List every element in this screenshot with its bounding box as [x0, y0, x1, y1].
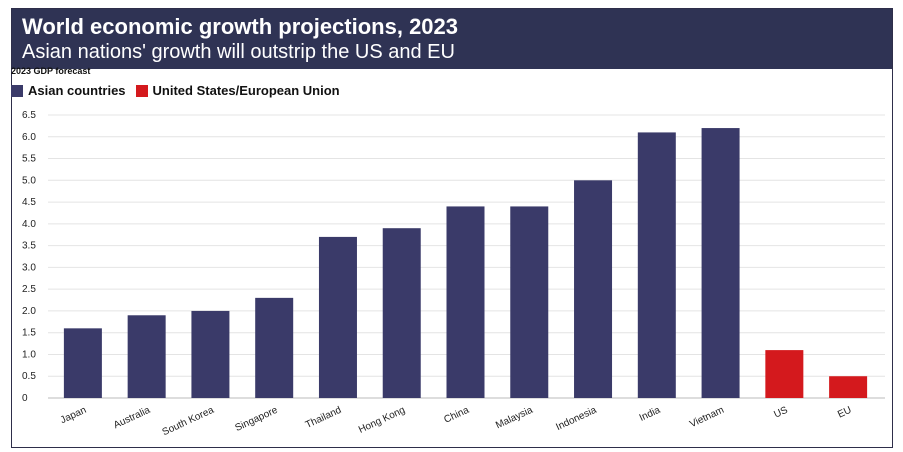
bar-hong-kong: [382, 228, 421, 398]
legend-item-asian: Asian countries: [11, 83, 126, 98]
y-tick-label: 5.5: [22, 154, 36, 165]
x-tick-label: Hong Kong: [357, 405, 407, 436]
bar-south-korea: [191, 310, 230, 398]
x-tick-label: South Korea: [161, 405, 216, 439]
chart-legend: Asian countries United States/European U…: [11, 83, 350, 98]
y-tick-label: 0: [22, 393, 28, 404]
legend-swatch-us-eu: [135, 84, 148, 97]
bar-eu: [829, 376, 868, 398]
y-tick-label: 5.0: [22, 175, 36, 186]
bar-malaysia: [510, 206, 549, 398]
bar-japan: [63, 328, 102, 398]
x-tick-label: India: [638, 405, 663, 424]
y-tick-label: 2.0: [22, 306, 36, 317]
bar-china: [446, 206, 485, 398]
y-tick-label: 4.5: [22, 197, 36, 208]
x-tick-label: EU: [836, 405, 853, 421]
x-tick-label: US: [772, 405, 790, 421]
bar-indonesia: [574, 180, 613, 398]
x-tick-label: Vietnam: [688, 405, 726, 430]
y-axis-label: 2023 GDP forecast: [11, 66, 91, 76]
y-tick-label: 3.5: [22, 241, 36, 252]
bar-singapore: [255, 297, 294, 398]
x-tick-label: Malaysia: [494, 405, 535, 432]
x-tick-label: China: [442, 405, 471, 426]
x-tick-label: Indonesia: [554, 405, 598, 433]
bar-vietnam: [701, 128, 740, 399]
y-tick-label: 1.0: [22, 349, 36, 360]
y-tick-label: 0.5: [22, 371, 36, 382]
y-tick-label: 4.0: [22, 219, 36, 230]
legend-swatch-asian: [11, 84, 23, 97]
x-tick-label: Singapore: [233, 405, 279, 434]
chart-header: World economic growth projections, 2023 …: [12, 9, 892, 69]
legend-item-us-eu: United States/European Union: [135, 83, 340, 98]
y-tick-label: 6.0: [22, 132, 36, 143]
bar-india: [637, 132, 676, 398]
x-tick-label: Australia: [112, 405, 152, 432]
chart-subtitle: Asian nations' growth will outstrip the …: [22, 41, 455, 63]
legend-label-asian: Asian countries: [28, 83, 126, 98]
y-tick-label: 6.5: [22, 110, 36, 121]
y-tick-label: 2.5: [22, 284, 36, 295]
bar-us: [765, 350, 804, 398]
bar-australia: [127, 315, 166, 398]
x-tick-label: Thailand: [304, 405, 343, 431]
y-tick-label: 3.0: [22, 262, 36, 273]
legend-label-us-eu: United States/European Union: [152, 83, 340, 98]
bar-thailand: [318, 236, 357, 398]
x-tick-label: Japan: [59, 405, 88, 426]
y-tick-label: 1.5: [22, 328, 36, 339]
chart-title: World economic growth projections, 2023: [22, 14, 459, 39]
